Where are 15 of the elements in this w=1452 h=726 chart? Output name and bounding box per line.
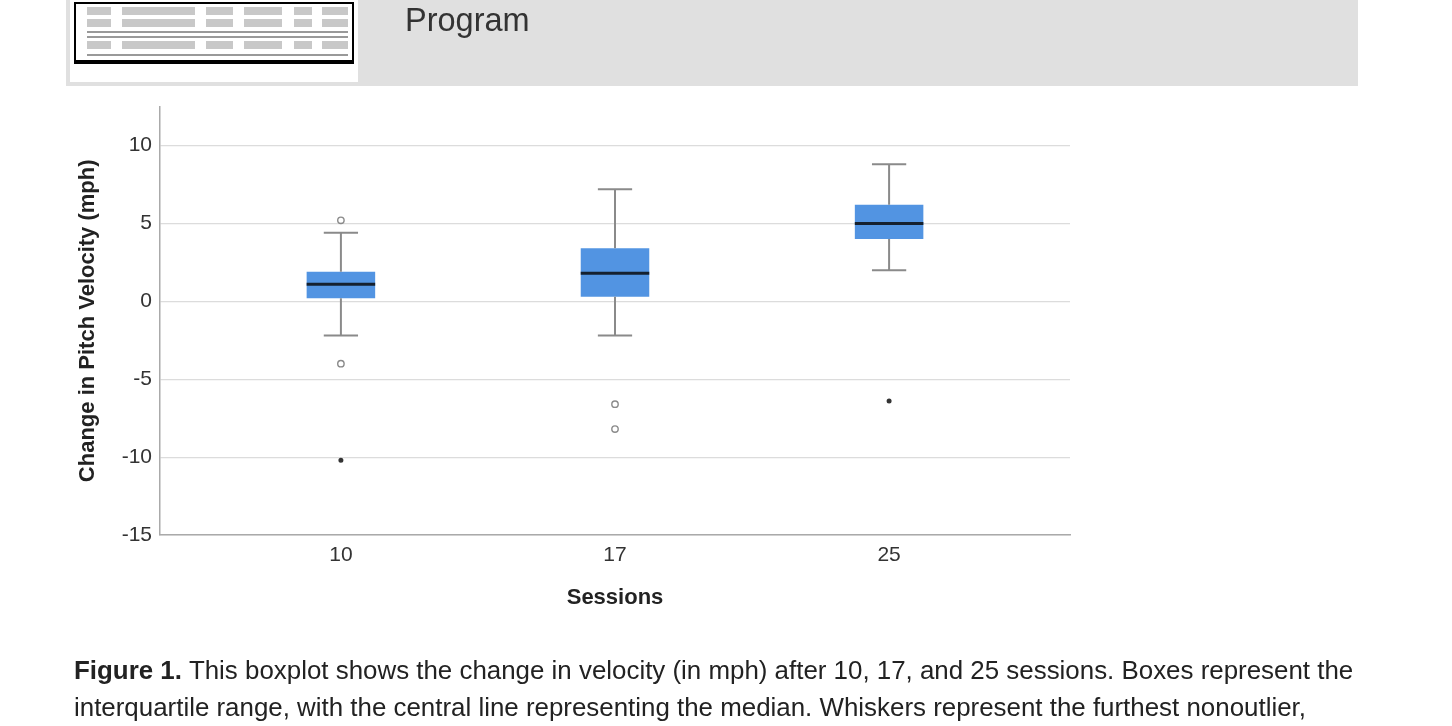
text: This boxplot shows the change in velocity (in mph) after 10, 17, and 25 sessions. Boxes represent the xyxy=(188,655,1354,686)
y-tick-label: -10 xyxy=(121,443,152,467)
y-axis-title: Change in Pitch Velocity (mph) xyxy=(74,159,100,483)
x-tick-label: 25 xyxy=(877,542,901,566)
caption: Figure 1. xyxy=(74,655,182,686)
x-tick-label: 10 xyxy=(329,542,353,566)
x-tick-label: 17 xyxy=(603,542,627,566)
y-tick-label: 10 xyxy=(128,132,152,156)
y-tick-label: 0 xyxy=(140,288,152,312)
y-tick-label: -5 xyxy=(133,366,152,390)
text: interquartile range, with the central line representing the median. Whiskers represent the furthest nonoutlier, xyxy=(74,692,1306,723)
x-axis-title: Sessions xyxy=(566,583,664,609)
y-tick-label: -15 xyxy=(121,521,152,545)
text: Program xyxy=(405,2,530,39)
y-tick-label: 5 xyxy=(140,210,152,234)
